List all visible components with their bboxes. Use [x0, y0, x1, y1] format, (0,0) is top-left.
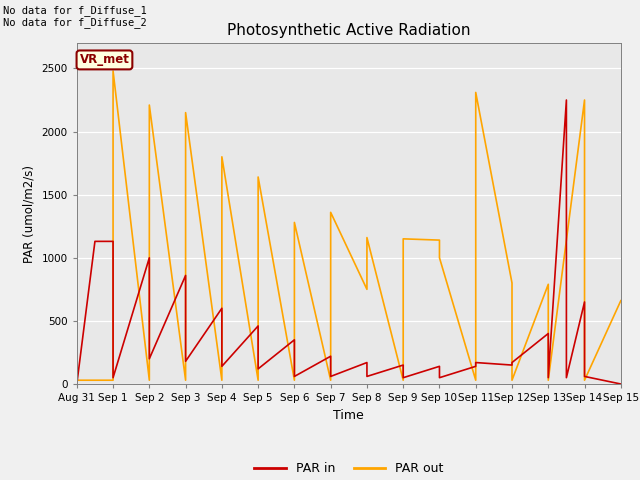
Text: No data for f_Diffuse_1
No data for f_Diffuse_2: No data for f_Diffuse_1 No data for f_Di…	[3, 5, 147, 28]
X-axis label: Time: Time	[333, 408, 364, 421]
Legend: PAR in, PAR out: PAR in, PAR out	[250, 457, 448, 480]
Y-axis label: PAR (umol/m2/s): PAR (umol/m2/s)	[23, 165, 36, 263]
Title: Photosynthetic Active Radiation: Photosynthetic Active Radiation	[227, 23, 470, 38]
Text: VR_met: VR_met	[79, 53, 129, 66]
